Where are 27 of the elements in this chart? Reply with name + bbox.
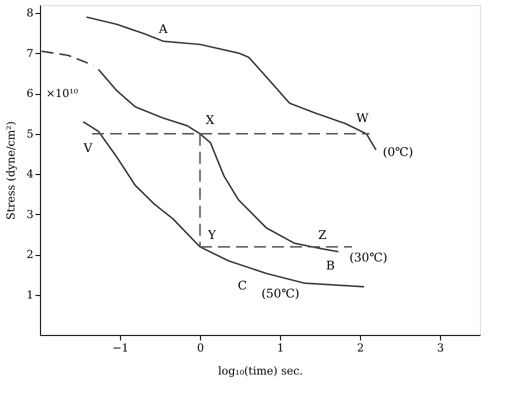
x-tick-label: 3	[437, 342, 444, 354]
y-tick-label: 2	[26, 248, 34, 262]
y-tick-label: 8	[26, 6, 34, 20]
x-tick-label: 0	[197, 342, 204, 354]
annotation: X	[206, 112, 215, 127]
x-tick-label: −1	[112, 342, 129, 354]
y-tick-label: 7	[26, 46, 34, 60]
x-tick-label: 1	[277, 342, 284, 354]
y-tick-label: 5	[26, 127, 34, 140]
annotation: (0℃)	[382, 144, 414, 159]
annotation: A	[158, 22, 168, 36]
annotation: Y	[207, 228, 218, 242]
x-tick-label: 2	[357, 342, 364, 354]
y-tick-label: 6	[26, 87, 34, 100]
annotation: C	[238, 278, 247, 292]
annotation: (30℃)	[349, 250, 388, 265]
x-axis-title: log₁₀(time) sec.	[218, 364, 303, 378]
y-tick-label: 4	[26, 168, 34, 181]
annotation: (50℃)	[261, 286, 300, 300]
annotation: W	[356, 110, 370, 125]
annotation: V	[82, 140, 93, 155]
annotation: ×10¹⁰	[46, 87, 79, 100]
y-tick-label: 1	[26, 288, 34, 302]
annotation: B	[326, 258, 335, 273]
y-axis-title: Stress (dyne/cm²)	[4, 121, 18, 220]
y-tick-label: 3	[26, 208, 34, 221]
annotation: Z	[318, 228, 327, 242]
